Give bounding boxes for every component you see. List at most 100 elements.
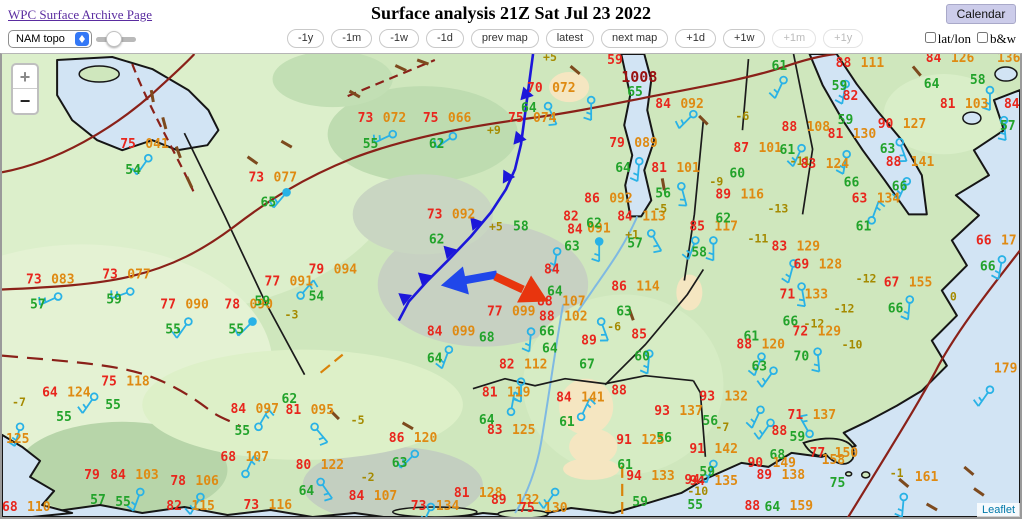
nav-button-+1w[interactable]: +1w: [722, 29, 766, 48]
svg-text:58: 58: [513, 219, 529, 234]
svg-text:63: 63: [392, 456, 408, 471]
checkbox-input-0[interactable]: [924, 32, 936, 43]
map[interactable]: 75 041 54 73 077 65 73 072 55 75 066 62 70 072 75 074 64…: [0, 53, 1022, 519]
svg-text:077: 077: [274, 170, 298, 185]
svg-text:91: 91: [689, 442, 705, 457]
svg-text:115: 115: [191, 499, 215, 514]
svg-text:59: 59: [790, 430, 806, 445]
nav-button--1m[interactable]: -1m: [331, 29, 373, 48]
svg-text:82: 82: [843, 89, 859, 104]
svg-text:095: 095: [311, 403, 335, 418]
calendar-button[interactable]: Calendar: [946, 4, 1016, 24]
svg-text:17: 17: [1001, 233, 1017, 248]
svg-text:125: 125: [641, 433, 665, 448]
svg-text:62: 62: [282, 392, 298, 407]
svg-text:074: 074: [533, 111, 557, 126]
svg-text:59: 59: [254, 295, 270, 310]
select-stepper-icon: [75, 32, 89, 46]
overlay-select[interactable]: NAM topo: [8, 30, 92, 48]
svg-text:62: 62: [429, 137, 445, 152]
nav-button-latest[interactable]: latest: [545, 29, 595, 48]
svg-text:-13: -13: [768, 201, 789, 215]
svg-text:65: 65: [261, 195, 277, 210]
svg-text:94: 94: [684, 473, 700, 488]
nav-button-+1d[interactable]: +1d: [675, 29, 716, 48]
svg-text:150: 150: [835, 446, 859, 461]
zoom-out-button[interactable]: −: [19, 91, 31, 111]
svg-text:136: 136: [997, 54, 1020, 66]
svg-text:066: 066: [448, 111, 472, 126]
svg-text:120: 120: [761, 338, 785, 353]
svg-text:75: 75: [120, 137, 136, 152]
svg-text:75: 75: [830, 476, 846, 491]
opacity-slider-thumb[interactable]: [106, 31, 122, 47]
svg-text:85: 85: [631, 328, 647, 343]
svg-text:59: 59: [607, 54, 623, 68]
nav-button-+1y: +1y: [823, 29, 864, 48]
svg-text:87: 87: [733, 141, 749, 156]
svg-text:129: 129: [797, 239, 821, 254]
svg-text:112: 112: [524, 358, 548, 373]
svg-text:84: 84: [349, 489, 365, 504]
svg-text:55: 55: [687, 498, 703, 513]
svg-text:70: 70: [527, 81, 543, 96]
svg-text:130: 130: [544, 501, 568, 516]
svg-text:75: 75: [519, 501, 535, 516]
svg-text:133: 133: [651, 469, 675, 484]
svg-text:83: 83: [801, 157, 817, 172]
svg-text:59: 59: [699, 465, 715, 480]
checkbox-bw[interactable]: b&w: [977, 31, 1016, 47]
zoom-in-button[interactable]: +: [13, 65, 37, 89]
nav-button-prev-map[interactable]: prev map: [470, 29, 539, 48]
svg-text:120: 120: [414, 431, 438, 446]
svg-text:59: 59: [832, 79, 848, 94]
svg-text:-6: -6: [607, 320, 621, 334]
svg-text:134: 134: [877, 191, 901, 206]
svg-text:71: 71: [788, 408, 804, 423]
svg-text:60: 60: [729, 166, 745, 181]
opacity-slider[interactable]: [96, 31, 136, 47]
svg-text:161: 161: [915, 470, 939, 485]
svg-text:84: 84: [617, 209, 633, 224]
svg-text:67: 67: [579, 358, 595, 373]
svg-text:159: 159: [790, 499, 814, 514]
svg-text:57: 57: [627, 236, 643, 251]
checkbox-latlon[interactable]: lat/lon: [924, 31, 971, 47]
svg-text:-11: -11: [790, 154, 811, 168]
nav-button--1w[interactable]: -1w: [379, 29, 419, 48]
svg-text:77: 77: [265, 274, 281, 289]
svg-text:127: 127: [903, 117, 927, 132]
svg-text:89: 89: [491, 493, 507, 508]
svg-text:64: 64: [764, 500, 780, 515]
svg-text:66: 66: [892, 179, 908, 194]
svg-text:62: 62: [429, 232, 445, 247]
svg-text:62: 62: [715, 211, 731, 226]
svg-text:90: 90: [747, 456, 763, 471]
svg-text:61: 61: [617, 458, 633, 473]
nav-button-next-map[interactable]: next map: [601, 29, 669, 48]
svg-text:79: 79: [309, 262, 325, 277]
svg-text:108: 108: [807, 120, 831, 135]
nav-button--1d[interactable]: -1d: [425, 29, 464, 48]
leaflet-attribution-link[interactable]: Leaflet: [976, 503, 1020, 517]
svg-text:116: 116: [269, 498, 293, 513]
svg-text:55: 55: [363, 137, 379, 152]
svg-text:+1: +1: [625, 227, 639, 241]
svg-text:83: 83: [772, 239, 788, 254]
svg-text:69: 69: [794, 257, 810, 272]
checkbox-input-1[interactable]: [977, 32, 988, 43]
nav-button--1y[interactable]: -1y: [287, 29, 325, 48]
svg-text:73: 73: [248, 170, 264, 185]
svg-text:75: 75: [423, 111, 439, 126]
svg-text:57: 57: [90, 493, 106, 508]
svg-text:78: 78: [224, 298, 240, 313]
svg-text:125: 125: [6, 432, 30, 447]
svg-text:82: 82: [499, 358, 515, 373]
svg-text:60: 60: [634, 350, 650, 365]
svg-text:0: 0: [950, 290, 957, 304]
nav-button-+1m: +1m: [772, 29, 817, 48]
svg-text:135: 135: [714, 474, 738, 489]
svg-text:82: 82: [166, 499, 182, 514]
wpc-archive-link[interactable]: WPC Surface Archive Page: [8, 7, 153, 22]
